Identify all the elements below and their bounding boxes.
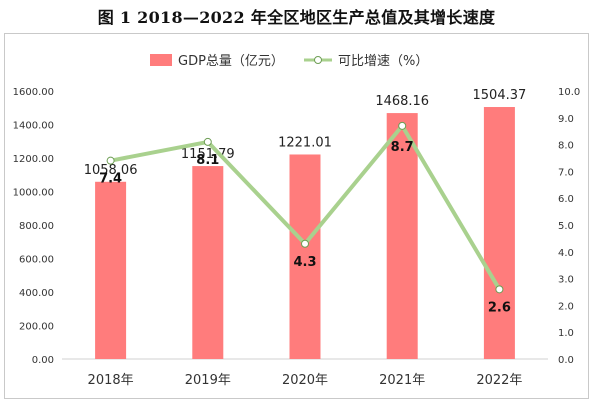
growth-point — [301, 239, 309, 248]
y-right-tick-label: 8.0 — [558, 141, 574, 152]
growth-data-label: 2.6 — [488, 300, 511, 315]
bar — [483, 107, 515, 359]
bar-data-label: 1058.06 — [84, 163, 138, 178]
bar-data-label: 1468.16 — [375, 94, 429, 109]
growth-point — [106, 156, 115, 165]
y-left-tick-label: 1400.00 — [13, 121, 54, 132]
chart-frame — [4, 33, 589, 399]
x-tick-label: 2021年 — [379, 373, 425, 388]
growth-labels: 7.4 8.1 4.3 8.7 2.6 — [99, 140, 511, 315]
y-right-tick-label: 9.0 — [558, 114, 574, 125]
chart-title: 图 1 2018—2022 年全区地区生产总值及其增长速度 — [97, 8, 496, 27]
bars — [95, 107, 515, 360]
y-left-tick-label: 600.00 — [19, 255, 54, 266]
growth-point — [495, 285, 504, 294]
bar — [289, 154, 321, 359]
growth-line — [106, 121, 504, 294]
y-left-tick-label: 400.00 — [19, 288, 54, 299]
y-right-tick-label: 6.0 — [558, 194, 574, 205]
bar — [386, 113, 418, 360]
bar — [95, 181, 127, 359]
y-left-tick-label: 200.00 — [19, 322, 54, 333]
bar — [192, 166, 224, 359]
y-right-tick-label: 3.0 — [558, 275, 574, 286]
legend-bar-swatch — [150, 54, 172, 66]
y-right-tick-label: 0.0 — [558, 355, 574, 366]
y-left-tick-label: 1200.00 — [13, 154, 54, 165]
legend-bar-label: GDP总量（亿元） — [178, 54, 284, 69]
growth-data-label: 8.1 — [196, 153, 219, 168]
bar-data-label: 1504.37 — [473, 88, 527, 103]
axes: 0.00 200.00 400.00 600.00 800.00 1000.00 1200.… — [13, 87, 581, 388]
x-tick-label: 2022年 — [476, 373, 522, 388]
growth-point — [203, 137, 212, 146]
legend-line-label: 可比增速（%） — [338, 54, 428, 69]
y-right-tick-label: 1.0 — [558, 328, 574, 339]
legend: GDP总量（亿元） 可比增速（%） — [150, 54, 428, 69]
legend-line-marker — [314, 56, 322, 64]
growth-data-label: 4.3 — [293, 255, 316, 270]
y-left-tick-label: 0.00 — [32, 355, 54, 366]
y-left-tick-label: 1600.00 — [13, 87, 54, 98]
bar-data-label: 1221.01 — [278, 135, 332, 150]
y-right-tick-label: 4.0 — [558, 248, 574, 259]
growth-point — [398, 121, 407, 130]
x-tick-label: 2019年 — [185, 373, 231, 388]
y-right-tick-label: 2.0 — [558, 301, 574, 312]
y-left-tick-label: 800.00 — [19, 221, 54, 232]
growth-data-label: 7.4 — [99, 172, 122, 187]
y-right-tick-label: 10.0 — [558, 87, 580, 98]
x-tick-label: 2018年 — [88, 373, 134, 388]
x-tick-label: 2020年 — [282, 373, 328, 388]
y-right-tick-label: 7.0 — [558, 167, 574, 178]
y-left-tick-label: 1000.00 — [13, 188, 54, 199]
y-right-tick-label: 5.0 — [558, 221, 574, 232]
growth-data-label: 8.7 — [391, 140, 414, 155]
